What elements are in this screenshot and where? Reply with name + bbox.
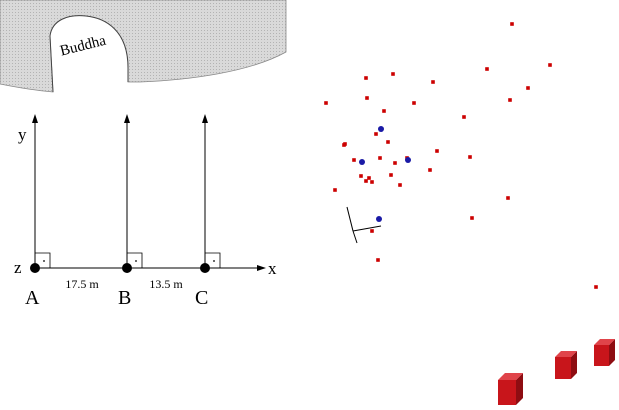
x-axis — [35, 265, 266, 271]
point-cloud — [324, 22, 615, 405]
camera-gizmo-icon — [346, 206, 382, 244]
red-point — [510, 22, 514, 26]
vertical-axis-c — [202, 114, 208, 268]
red-point — [389, 173, 393, 177]
red-point — [391, 72, 395, 76]
x-axis-label: x — [268, 259, 277, 278]
station-label-b: B — [118, 287, 131, 309]
y-axis-label: y — [18, 125, 27, 144]
red-point — [485, 67, 489, 71]
red-point — [526, 86, 530, 90]
distance-label-bc: 13.5 m — [149, 277, 183, 291]
distance-label-ab: 17.5 m — [65, 277, 99, 291]
red-point — [508, 98, 512, 102]
red-point — [352, 158, 356, 162]
red-point — [398, 183, 402, 187]
red-point — [468, 155, 472, 159]
red-point — [342, 143, 346, 147]
red-point — [364, 179, 368, 183]
right-angle-marker-b — [127, 252, 143, 268]
red-point — [324, 101, 328, 105]
red-point — [374, 132, 378, 136]
blue-point — [405, 157, 411, 163]
red-points — [324, 22, 598, 289]
red-point — [370, 180, 374, 184]
blue-points — [359, 126, 411, 222]
red-point — [470, 216, 474, 220]
vertical-axis-b — [124, 114, 130, 268]
blue-point — [376, 216, 382, 222]
red-point — [548, 63, 552, 67]
red-point — [370, 229, 374, 233]
red-point — [382, 109, 386, 113]
z-axis-label: z — [14, 258, 22, 277]
red-box — [594, 339, 615, 366]
cliff-face — [0, 0, 287, 93]
station-dot-b — [122, 263, 132, 273]
blue-point — [359, 159, 365, 165]
red-point — [364, 76, 368, 80]
red-point — [393, 161, 397, 165]
red-box — [498, 373, 523, 405]
red-point — [428, 168, 432, 172]
red-point — [462, 115, 466, 119]
red-box — [555, 351, 577, 379]
station-label-c: C — [195, 287, 208, 309]
red-boxes — [498, 339, 615, 405]
red-point — [594, 285, 598, 289]
station-dot-c — [200, 263, 210, 273]
right-angle-marker-a — [35, 252, 51, 268]
station-dot-a — [30, 263, 40, 273]
red-point — [378, 156, 382, 160]
red-point — [367, 176, 371, 180]
red-point — [376, 258, 380, 262]
red-point — [386, 140, 390, 144]
red-point — [333, 188, 337, 192]
red-point — [365, 96, 369, 100]
vertical-axis-a — [32, 114, 38, 268]
red-point — [506, 196, 510, 200]
red-point — [412, 101, 416, 105]
survey-diagram: Buddha — [0, 0, 287, 309]
red-point — [359, 174, 363, 178]
station-label-a: A — [25, 287, 40, 309]
blue-point — [378, 126, 384, 132]
red-point — [431, 80, 435, 84]
right-angle-marker-c — [205, 252, 221, 268]
red-point — [435, 149, 439, 153]
